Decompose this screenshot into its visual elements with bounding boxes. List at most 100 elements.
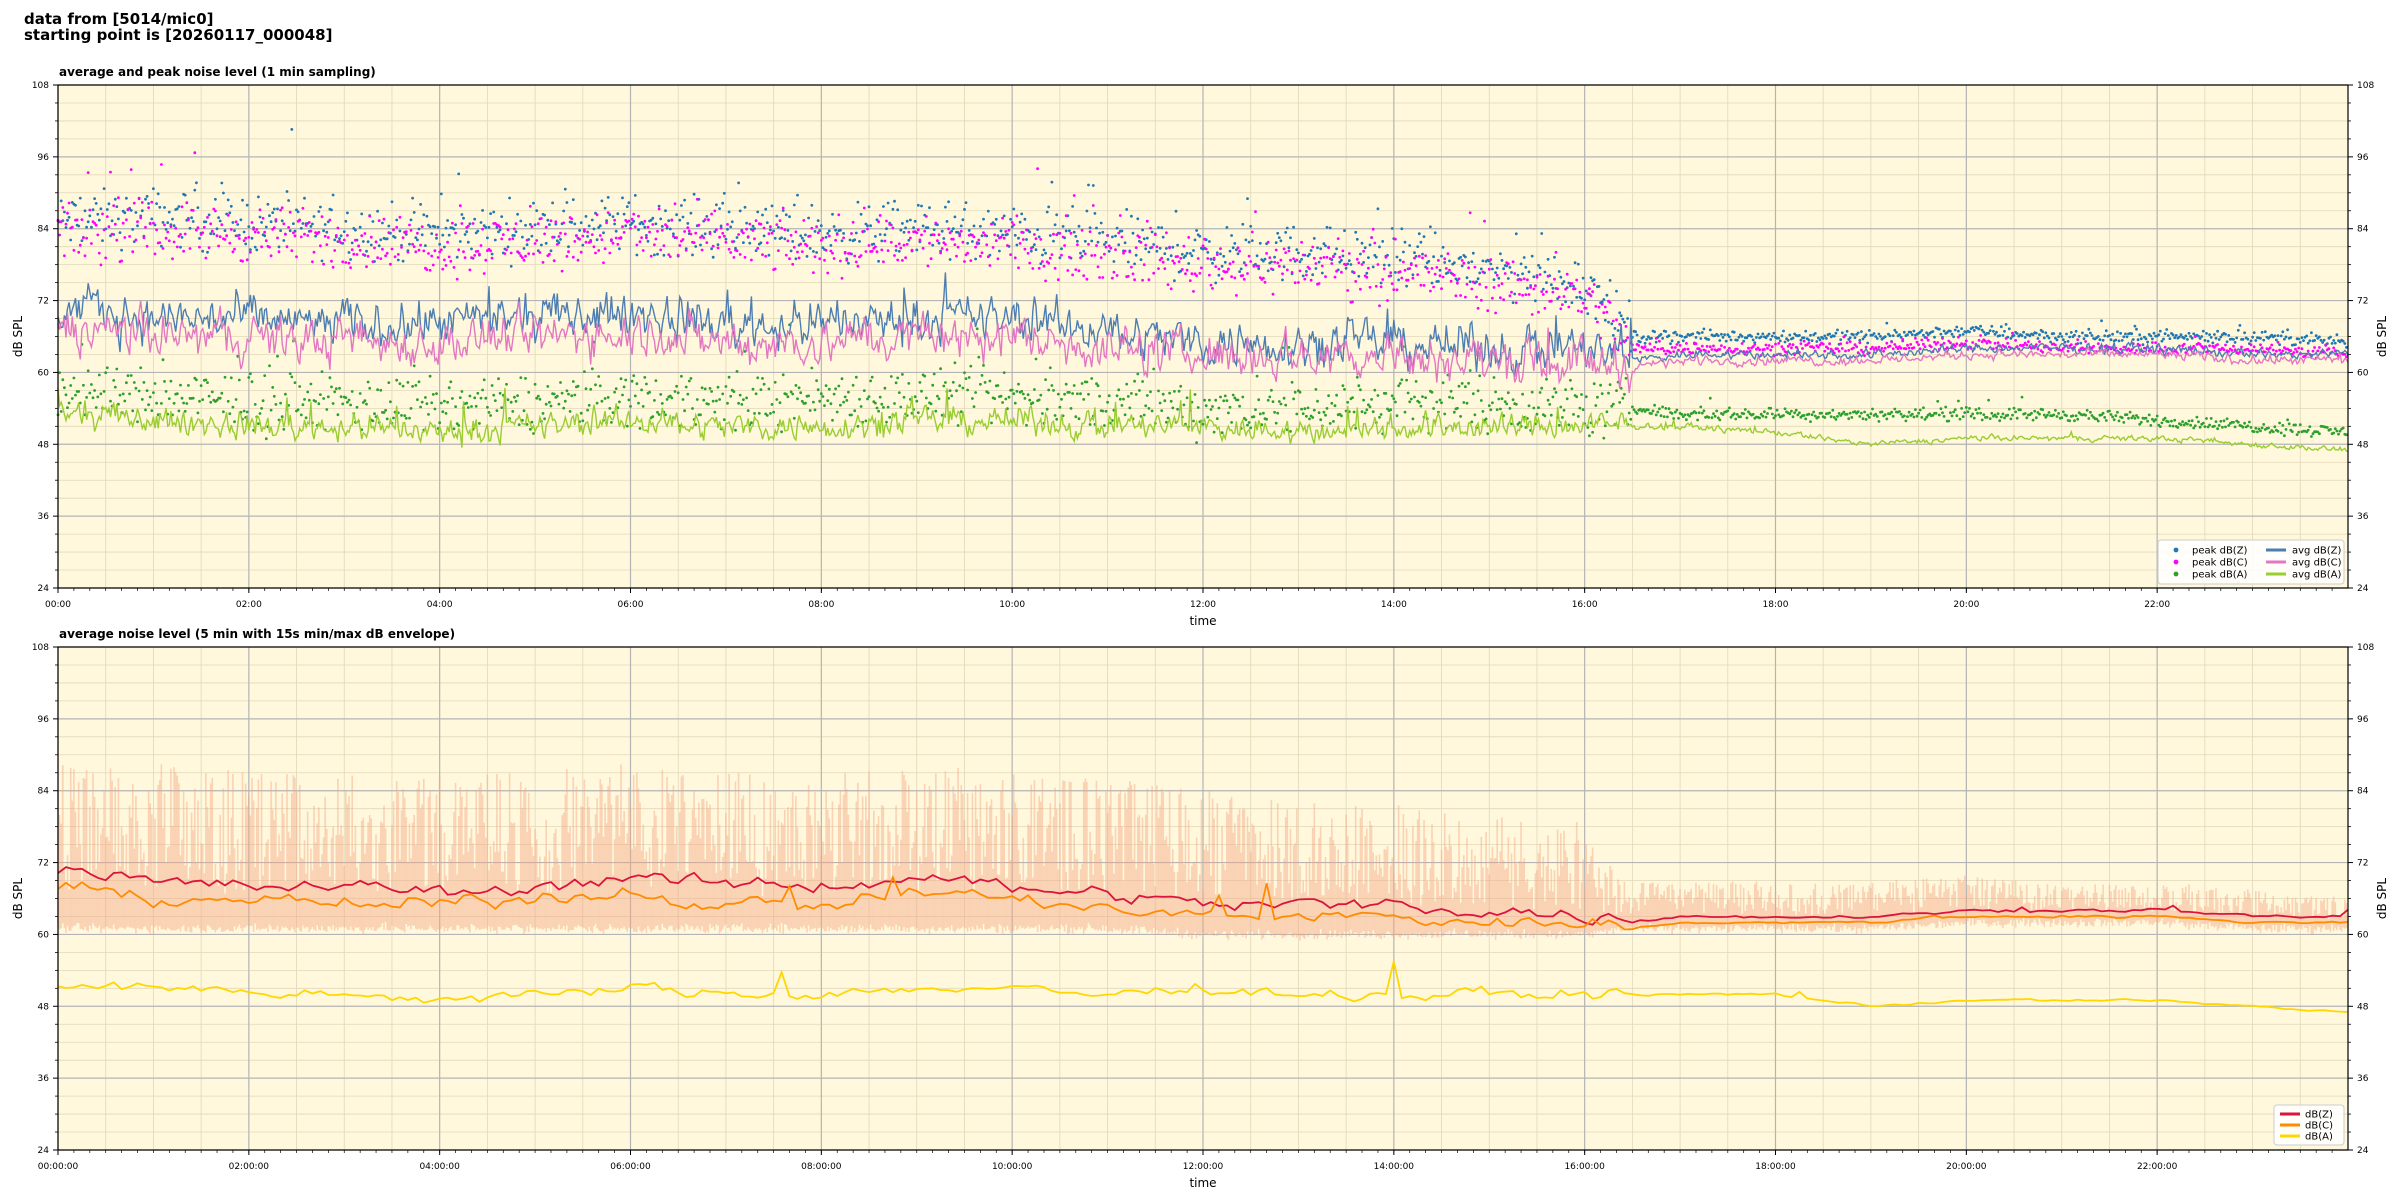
scatter-point xyxy=(1982,330,1986,334)
scatter-point xyxy=(463,256,467,259)
scatter-point xyxy=(395,225,399,229)
scatter-point xyxy=(2084,340,2088,343)
scatter-point xyxy=(2171,333,2175,337)
scatter-point xyxy=(400,414,403,417)
scatter-point xyxy=(1634,348,1637,352)
scatter-point xyxy=(269,408,273,412)
scatter-point xyxy=(2136,416,2140,419)
scatter-point xyxy=(2325,342,2329,345)
scatter-point xyxy=(272,394,276,398)
scatter-point xyxy=(2295,433,2299,436)
scatter-point xyxy=(893,254,896,257)
scatter-point xyxy=(1778,339,1782,343)
scatter-point xyxy=(1217,267,1221,271)
legend-marker xyxy=(2173,571,2179,577)
scatter-point xyxy=(482,272,486,275)
scatter-point xyxy=(700,248,704,252)
scatter-point xyxy=(361,240,365,243)
scatter-point xyxy=(702,398,706,402)
scatter-point xyxy=(656,410,659,414)
scatter-point xyxy=(562,209,566,213)
scatter-point xyxy=(326,236,330,239)
scatter-point xyxy=(167,239,171,243)
scatter-point xyxy=(110,219,114,223)
scatter-point xyxy=(530,225,534,229)
scatter-point xyxy=(1863,354,1866,357)
scatter-point xyxy=(1990,324,1994,328)
scatter-point xyxy=(864,222,868,226)
scatter-point xyxy=(490,256,494,260)
scatter-point xyxy=(196,226,200,230)
scatter-point xyxy=(517,423,521,426)
scatter-point xyxy=(158,241,162,245)
scatter-point xyxy=(819,224,823,228)
scatter-point xyxy=(2186,422,2189,426)
scatter-point xyxy=(2281,424,2285,427)
scatter-point xyxy=(1861,417,1865,421)
scatter-point xyxy=(854,231,858,235)
scatter-point xyxy=(1939,332,1943,336)
scatter-point xyxy=(1068,255,1071,259)
scatter-point xyxy=(2221,425,2224,429)
scatter-point xyxy=(622,212,626,216)
scatter-point xyxy=(788,257,791,261)
scatter-point xyxy=(1742,412,1746,415)
scatter-point xyxy=(1678,344,1682,347)
scatter-point xyxy=(834,238,837,242)
scatter-point xyxy=(193,151,197,155)
scatter-point xyxy=(654,222,658,226)
x-tick-label: 14:00 xyxy=(1381,600,1407,610)
scatter-point xyxy=(1279,239,1283,243)
scatter-point xyxy=(1072,194,1076,197)
scatter-point xyxy=(369,243,373,247)
scatter-point xyxy=(1541,287,1545,291)
scatter-point xyxy=(2235,336,2239,340)
scatter-point xyxy=(1184,272,1187,276)
scatter-point xyxy=(1487,404,1491,407)
scatter-point xyxy=(74,203,77,207)
scatter-point xyxy=(366,240,370,244)
scatter-point xyxy=(1359,252,1362,256)
scatter-point xyxy=(1483,219,1486,223)
scatter-point xyxy=(1561,282,1564,286)
scatter-point xyxy=(1895,331,1898,334)
scatter-point xyxy=(519,376,523,379)
scatter-point xyxy=(1360,410,1364,414)
scatter-point xyxy=(1540,290,1544,293)
scatter-point xyxy=(129,374,133,377)
scatter-point xyxy=(1766,346,1769,350)
scatter-point xyxy=(201,398,205,401)
scatter-point xyxy=(470,247,473,251)
scatter-point xyxy=(1653,330,1656,334)
scatter-point xyxy=(66,218,69,222)
scatter-point xyxy=(61,206,65,209)
scatter-point xyxy=(1602,311,1606,315)
scatter-point xyxy=(554,222,558,226)
scatter-point xyxy=(433,225,437,229)
scatter-point xyxy=(979,254,982,258)
scatter-point xyxy=(1982,413,1986,416)
scatter-point xyxy=(616,212,620,216)
scatter-point xyxy=(1708,328,1712,332)
scatter-point xyxy=(2036,347,2040,351)
scatter-point xyxy=(2273,334,2277,338)
scatter-point xyxy=(1007,395,1011,399)
scatter-point xyxy=(237,378,241,382)
scatter-point xyxy=(1443,261,1447,264)
scatter-point xyxy=(287,226,290,229)
scatter-point xyxy=(201,249,205,253)
scatter-point xyxy=(1298,269,1302,273)
scatter-point xyxy=(648,230,651,234)
scatter-point xyxy=(1688,414,1691,418)
scatter-point xyxy=(2276,340,2280,344)
scatter-point xyxy=(1957,329,1960,333)
scatter-point xyxy=(1923,345,1927,348)
scatter-point xyxy=(2313,339,2317,342)
scatter-point xyxy=(1745,416,1749,420)
scatter-point xyxy=(1176,407,1179,411)
scatter-point xyxy=(1206,415,1210,419)
scatter-point xyxy=(632,212,636,216)
scatter-point xyxy=(1460,264,1464,268)
scatter-point xyxy=(524,377,527,380)
scatter-point xyxy=(1914,408,1917,411)
